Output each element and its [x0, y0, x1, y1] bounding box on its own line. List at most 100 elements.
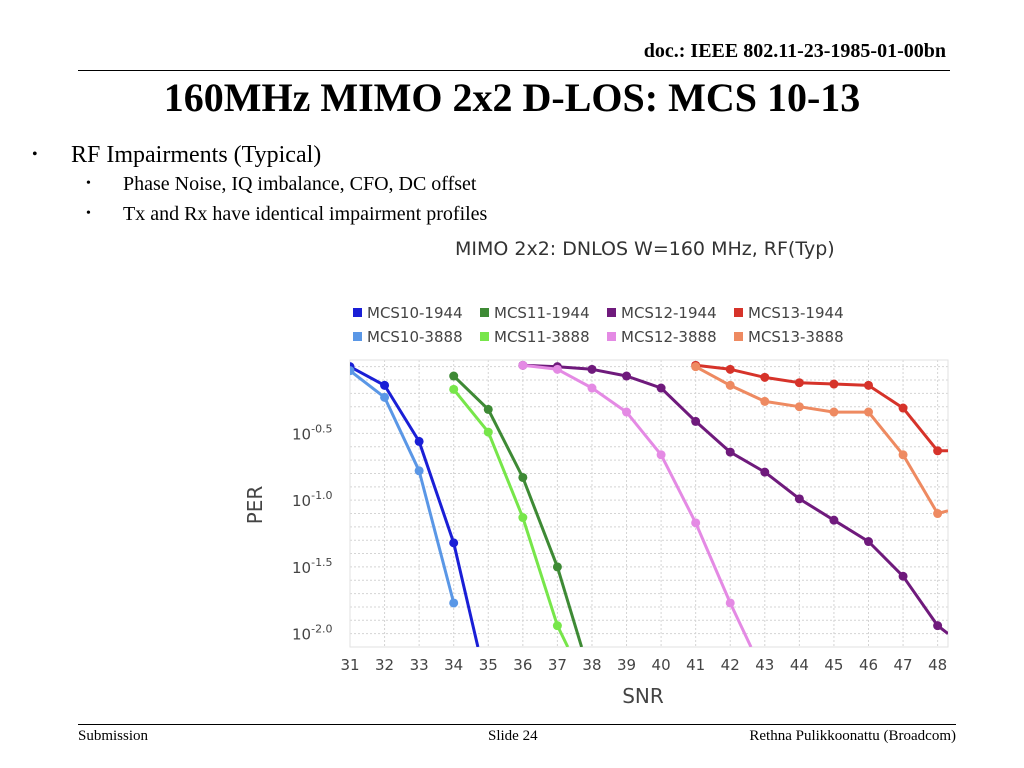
y-tick-label: 10-1.0	[292, 489, 333, 510]
data-point	[483, 404, 493, 414]
legend-swatch	[607, 332, 616, 341]
series-line-mcs11-1944	[452, 374, 584, 647]
data-point	[449, 384, 459, 394]
data-point	[829, 407, 839, 417]
x-tick-label: 46	[859, 656, 878, 674]
data-point	[691, 416, 701, 426]
data-point	[414, 436, 424, 446]
data-point	[863, 537, 873, 547]
plot-area	[350, 360, 948, 647]
document-id: doc.: IEEE 802.11-23-1985-01-00bn	[643, 40, 946, 62]
data-point	[794, 494, 804, 504]
series-line-mcs13-1944	[695, 363, 948, 453]
data-point	[483, 427, 493, 437]
y-tick-label: 10-2.0	[292, 623, 333, 644]
data-point	[691, 362, 701, 372]
data-point	[518, 360, 528, 370]
slide-title: 160MHz MIMO 2x2 D-LOS: MCS 10-13	[163, 75, 861, 120]
chart-title: MIMO 2x2: DNLOS W=160 MHz, RF(Typ)	[455, 238, 835, 260]
data-point	[933, 446, 943, 456]
series-line-mcs13-3888	[694, 365, 948, 515]
data-point	[449, 538, 459, 548]
x-tick-label: 35	[479, 656, 498, 674]
x-axis-label: SNR	[622, 684, 664, 708]
data-point	[933, 509, 943, 519]
legend-swatch	[607, 308, 616, 317]
data-point	[587, 383, 597, 393]
series-line-mcs12-1944	[522, 363, 948, 635]
data-point	[725, 364, 735, 374]
x-tick-label: 31	[340, 656, 359, 674]
footer-divider	[78, 724, 956, 725]
data-point	[414, 466, 424, 476]
data-point	[794, 402, 804, 412]
data-point	[380, 392, 390, 402]
data-point	[380, 380, 390, 390]
x-tick-label: 45	[824, 656, 843, 674]
bullet-glyph: •	[86, 206, 91, 221]
legend-label: MCS12-3888	[621, 328, 717, 346]
data-point	[622, 371, 632, 381]
x-tick-label: 44	[790, 656, 809, 674]
x-tick-label: 33	[410, 656, 429, 674]
y-tick-label: 10-1.5	[292, 556, 333, 577]
bullet-text: RF Impairments (Typical)	[71, 142, 322, 168]
data-point	[518, 472, 528, 482]
footer-author: Rethna Pulikkoonattu (Broadcom)	[749, 728, 956, 744]
series-line-mcs12-3888	[522, 363, 753, 647]
legend-label: MCS10-1944	[367, 304, 463, 322]
data-point	[622, 407, 632, 417]
data-point	[656, 383, 666, 393]
y-axis-label: PER	[243, 486, 267, 525]
plot-frame	[349, 359, 949, 648]
x-tick-label: 36	[513, 656, 532, 674]
data-point	[898, 450, 908, 460]
legend-item: MCS10-1944	[353, 304, 463, 322]
data-point	[587, 364, 597, 374]
legend-swatch	[734, 308, 743, 317]
legend-swatch	[734, 332, 743, 341]
x-tick-label: 48	[928, 656, 947, 674]
legend-item: MCS13-1944	[734, 304, 844, 322]
data-point	[449, 598, 459, 608]
data-point	[449, 371, 459, 381]
data-point	[691, 518, 701, 528]
footer-left: Submission	[78, 728, 149, 744]
legend-item: MCS10-3888	[353, 328, 463, 346]
series-line-mcs10-3888	[350, 369, 456, 604]
legend-label: MCS11-3888	[494, 328, 590, 346]
x-tick-label: 42	[721, 656, 740, 674]
y-tick-label: 10-0.5	[292, 422, 333, 443]
data-point	[725, 380, 735, 390]
bullet-glyph: •	[32, 146, 38, 163]
footer-slide-number: Slide 24	[488, 728, 538, 744]
data-point	[898, 571, 908, 581]
x-tick-label: 37	[548, 656, 567, 674]
legend-label: MCS13-3888	[748, 328, 844, 346]
data-point	[725, 598, 735, 608]
data-point	[350, 366, 355, 376]
series-line-mcs10-1944	[350, 365, 480, 647]
data-point	[656, 450, 666, 460]
legend-label: MCS13-1944	[748, 304, 844, 322]
data-point	[518, 513, 528, 523]
x-tick-label: 40	[652, 656, 671, 674]
data-point	[829, 379, 839, 389]
per-vs-snr-chart: 31 32 33 34 35 36 37 38 39 40 41 42 43 44 45 46 47 48 10-0…	[243, 304, 949, 708]
legend-swatch	[353, 332, 362, 341]
x-tick-label: 34	[444, 656, 463, 674]
legend-item: MCS11-1944	[480, 304, 590, 322]
data-point	[725, 447, 735, 457]
legend-swatch	[480, 332, 489, 341]
data-point	[760, 467, 770, 477]
bullet-text: Phase Noise, IQ imbalance, CFO, DC offse…	[123, 173, 477, 195]
legend-label: MCS11-1944	[494, 304, 590, 322]
x-tick-label: 43	[755, 656, 774, 674]
x-tick-label: 32	[375, 656, 394, 674]
data-point	[829, 515, 839, 525]
legend-item: MCS12-3888	[607, 328, 717, 346]
data-point	[863, 407, 873, 417]
x-tick-label: 41	[686, 656, 705, 674]
bullet-text: Tx and Rx have identical impairment prof…	[123, 203, 488, 225]
data-point	[552, 364, 562, 374]
